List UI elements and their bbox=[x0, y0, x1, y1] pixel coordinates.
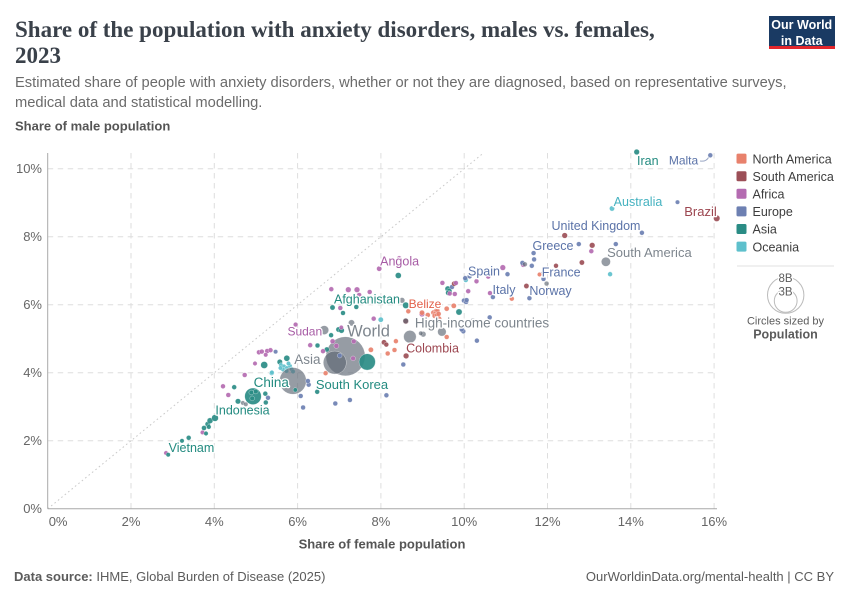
svg-text:Circles sized by: Circles sized by bbox=[747, 316, 825, 328]
svg-text:6%: 6% bbox=[288, 514, 307, 529]
svg-text:0%: 0% bbox=[23, 501, 42, 516]
svg-text:Colombia: Colombia bbox=[406, 342, 459, 356]
svg-text:High-income countries: High-income countries bbox=[415, 315, 550, 330]
svg-text:Afghanistan: Afghanistan bbox=[334, 292, 400, 306]
svg-text:Africa: Africa bbox=[753, 188, 785, 202]
svg-text:8%: 8% bbox=[23, 229, 42, 244]
svg-text:12%: 12% bbox=[534, 514, 560, 529]
svg-text:South Korea: South Korea bbox=[316, 377, 389, 392]
svg-text:10%: 10% bbox=[451, 514, 477, 529]
svg-text:Sudan: Sudan bbox=[287, 325, 322, 339]
svg-text:Angola: Angola bbox=[380, 255, 419, 269]
svg-text:Asia: Asia bbox=[294, 352, 321, 367]
svg-text:Iran: Iran bbox=[637, 154, 659, 168]
svg-text:8B: 8B bbox=[778, 273, 792, 285]
svg-text:4%: 4% bbox=[23, 365, 42, 380]
svg-text:8%: 8% bbox=[372, 514, 391, 529]
svg-text:3B: 3B bbox=[778, 287, 792, 299]
svg-text:Italy: Italy bbox=[493, 283, 517, 297]
svg-text:United Kingdom: United Kingdom bbox=[552, 219, 641, 233]
svg-text:Indonesia: Indonesia bbox=[215, 404, 269, 418]
svg-text:Asia: Asia bbox=[753, 223, 777, 237]
svg-text:Share of male population: Share of male population bbox=[15, 119, 170, 134]
svg-text:Oceania: Oceania bbox=[753, 240, 800, 254]
svg-text:Greece: Greece bbox=[533, 239, 574, 253]
svg-text:Population: Population bbox=[753, 328, 818, 342]
svg-text:Spain: Spain bbox=[468, 265, 500, 279]
svg-text:14%: 14% bbox=[618, 514, 644, 529]
svg-text:World: World bbox=[347, 322, 390, 340]
svg-text:Norway: Norway bbox=[529, 284, 572, 298]
svg-text:Malta: Malta bbox=[669, 154, 699, 168]
svg-text:Belize: Belize bbox=[409, 297, 442, 311]
svg-text:North America: North America bbox=[753, 152, 832, 166]
svg-text:Vietnam: Vietnam bbox=[169, 441, 215, 455]
svg-text:6%: 6% bbox=[23, 297, 42, 312]
svg-text:Share of female population: Share of female population bbox=[299, 537, 466, 552]
svg-text:Brazil: Brazil bbox=[684, 204, 717, 219]
svg-text:Australia: Australia bbox=[614, 195, 663, 209]
svg-text:2%: 2% bbox=[23, 433, 42, 448]
svg-text:South America: South America bbox=[753, 170, 834, 184]
svg-text:China: China bbox=[254, 375, 290, 390]
svg-text:France: France bbox=[542, 265, 581, 279]
svg-text:2%: 2% bbox=[122, 514, 141, 529]
svg-text:10%: 10% bbox=[16, 161, 42, 176]
svg-text:16%: 16% bbox=[701, 514, 727, 529]
svg-text:4%: 4% bbox=[205, 514, 224, 529]
svg-text:Europe: Europe bbox=[753, 205, 793, 219]
svg-text:South America: South America bbox=[607, 245, 692, 260]
svg-text:0%: 0% bbox=[49, 514, 68, 529]
